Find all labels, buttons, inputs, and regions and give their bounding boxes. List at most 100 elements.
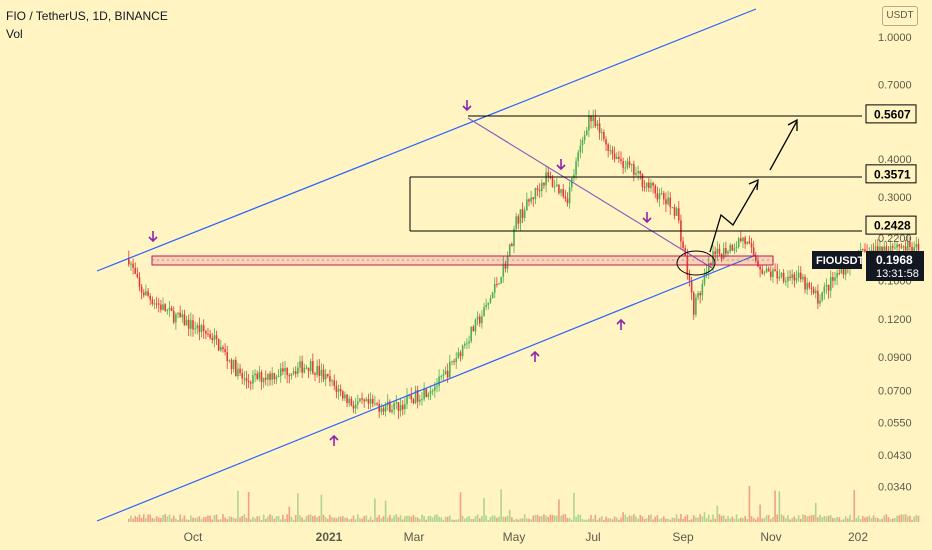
volume-bar xyxy=(134,515,137,522)
volume-bar xyxy=(573,492,575,522)
volume-bar xyxy=(183,515,186,522)
volume-bar xyxy=(168,514,171,522)
volume-bar xyxy=(635,516,637,522)
candle-body xyxy=(615,156,618,160)
volume-bar xyxy=(478,518,481,522)
time-tick-label: 202 xyxy=(848,530,868,544)
candle-body xyxy=(282,368,284,372)
volume-bar xyxy=(314,515,316,522)
candle-body xyxy=(166,309,169,312)
candle-body xyxy=(194,328,196,330)
candle-body xyxy=(793,274,796,281)
candle-body xyxy=(643,186,646,188)
price-tick-label: 0.3000 xyxy=(878,192,912,204)
volume-bar xyxy=(207,515,209,522)
volume-bar xyxy=(810,515,813,522)
volume-bar xyxy=(731,516,734,522)
candle-body xyxy=(354,404,357,409)
volume-bar xyxy=(329,514,331,522)
volume-bar xyxy=(273,518,276,522)
pivot-arrow-head xyxy=(148,236,158,243)
volume-bar xyxy=(162,515,164,522)
volume-bar xyxy=(404,516,406,522)
candle-body xyxy=(553,186,556,188)
currency-button[interactable]: USDT xyxy=(882,6,918,26)
volume-bar xyxy=(660,517,663,522)
volume-bar xyxy=(474,516,477,522)
candle-body xyxy=(393,402,395,410)
volume-bar xyxy=(727,515,729,522)
volume-bar xyxy=(348,519,351,522)
candle-body xyxy=(363,399,365,402)
volume-bar xyxy=(547,516,550,522)
candle-body xyxy=(508,243,511,257)
candle-body xyxy=(502,263,505,277)
candle-body xyxy=(412,399,415,404)
time-tick-label: Sep xyxy=(672,530,694,544)
candle-body xyxy=(470,326,472,342)
volume-indicator-label[interactable]: Vol xyxy=(6,27,23,41)
candle-body xyxy=(254,373,256,376)
time-axis[interactable]: Oct 2021 Mar May Jul Sep Nov 202 xyxy=(184,530,869,544)
volume-bar xyxy=(556,515,558,522)
drawings[interactable] xyxy=(96,8,862,522)
volume-bar xyxy=(170,518,173,522)
pivot-high-arrow xyxy=(642,212,652,224)
volume-bar xyxy=(600,516,603,522)
volume-bar xyxy=(468,515,470,522)
volume-bar xyxy=(496,517,498,522)
candle-body xyxy=(401,404,404,410)
candle-body xyxy=(481,316,483,324)
volume-bar xyxy=(838,517,841,522)
volume-bar xyxy=(457,519,460,522)
candle-body xyxy=(213,335,216,341)
volume-bar xyxy=(821,517,823,522)
volume-bar xyxy=(194,517,196,522)
candle-body xyxy=(558,184,560,194)
volume-bar xyxy=(622,512,624,522)
volume-bar xyxy=(147,514,149,522)
price-axis[interactable]: 1.00000.70000.40000.30000.22000.16000.12… xyxy=(812,32,924,493)
candle-body xyxy=(564,196,567,199)
volume-bar xyxy=(894,518,896,522)
volume-bar xyxy=(755,519,757,522)
candle-body xyxy=(695,297,697,315)
candle-body xyxy=(249,382,252,384)
volume-bar xyxy=(697,517,699,522)
volume-bar xyxy=(247,491,250,522)
candle-body xyxy=(444,370,447,375)
candle-body xyxy=(718,248,721,254)
volume-bar xyxy=(459,492,462,522)
volume-bar xyxy=(902,514,905,522)
volume-bar xyxy=(288,506,291,522)
candle-body xyxy=(232,359,235,370)
candle-body xyxy=(389,401,391,413)
candle-body xyxy=(294,371,297,374)
volume-bar xyxy=(883,515,886,522)
candle-body xyxy=(183,314,186,326)
candle-body xyxy=(269,373,271,380)
candle-body xyxy=(151,299,154,305)
candle-body xyxy=(446,370,449,378)
volume-bar xyxy=(624,514,627,522)
volume-bar xyxy=(151,517,154,522)
candle-body xyxy=(331,380,333,382)
candle-body xyxy=(350,398,353,406)
candle-body xyxy=(699,293,701,296)
candle-body xyxy=(607,144,609,151)
candle-body xyxy=(196,325,199,329)
candle-body xyxy=(207,333,209,335)
candle-body xyxy=(209,334,211,339)
volume-bar xyxy=(196,517,199,522)
volume-bar xyxy=(590,514,592,522)
volume-bar xyxy=(564,514,567,522)
candle-body xyxy=(669,197,672,208)
projection-line-2 xyxy=(769,120,798,171)
candle-body xyxy=(476,316,479,320)
volume-bar xyxy=(889,518,892,522)
price-level-value: 0.2428 xyxy=(874,219,911,233)
volume-bar xyxy=(369,516,372,522)
price-tick-label: 0.0700 xyxy=(878,385,912,397)
